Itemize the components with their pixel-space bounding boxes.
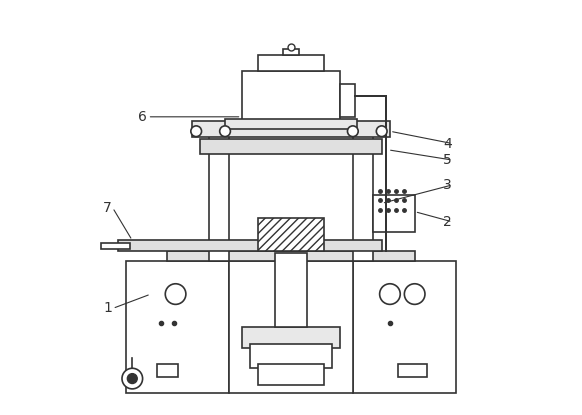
Circle shape	[347, 126, 358, 137]
Bar	[250, 344, 332, 368]
Bar	[242, 327, 340, 348]
Bar	[168, 251, 414, 261]
Bar	[126, 261, 229, 393]
Bar	[374, 195, 414, 232]
Bar	[242, 71, 340, 121]
Text: 6: 6	[138, 110, 147, 124]
Bar	[258, 364, 324, 385]
Circle shape	[219, 126, 230, 137]
Bar	[398, 364, 427, 376]
Bar	[225, 119, 357, 129]
Bar	[229, 261, 353, 393]
Bar	[101, 242, 130, 249]
Circle shape	[379, 284, 400, 304]
Bar	[200, 139, 382, 154]
Bar	[118, 240, 382, 251]
Text: 2: 2	[443, 215, 452, 229]
Text: 7: 7	[103, 200, 112, 215]
Text: 4: 4	[443, 137, 452, 151]
Bar	[258, 218, 324, 251]
Circle shape	[404, 284, 425, 304]
Text: 3: 3	[443, 178, 452, 192]
Bar	[208, 129, 229, 261]
Bar	[353, 129, 374, 261]
Circle shape	[127, 374, 137, 383]
Bar	[275, 253, 307, 327]
Bar	[258, 55, 324, 71]
Text: 5: 5	[443, 153, 452, 167]
Bar	[353, 261, 456, 393]
Text: 1: 1	[103, 301, 112, 315]
Bar	[340, 84, 355, 117]
Bar	[192, 121, 390, 137]
Circle shape	[377, 126, 387, 137]
Circle shape	[122, 368, 143, 389]
Circle shape	[191, 126, 201, 137]
Circle shape	[165, 284, 186, 304]
Bar	[283, 49, 299, 55]
Bar	[157, 364, 178, 376]
